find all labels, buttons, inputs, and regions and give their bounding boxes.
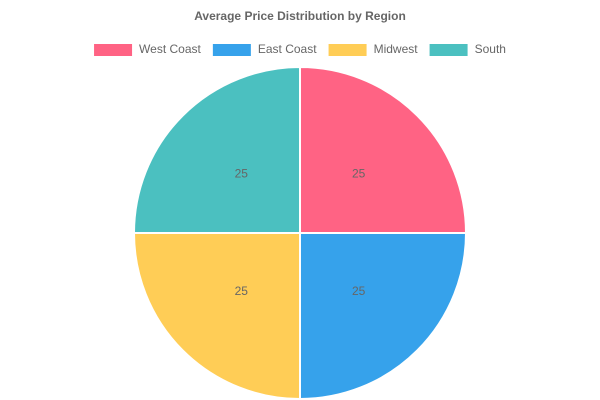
pie-slice <box>132 232 301 400</box>
pie-slice <box>132 65 301 234</box>
chart-title: Average Price Distribution by Region <box>194 9 406 23</box>
legend-swatch <box>212 44 251 56</box>
pie-slice <box>299 232 468 400</box>
data-label: 25 <box>352 166 366 180</box>
legend-swatch <box>94 44 133 56</box>
data-label: 25 <box>235 284 249 298</box>
data-label: 25 <box>352 284 366 298</box>
legend-label: South <box>475 42 506 56</box>
legend-label: Midwest <box>374 42 419 56</box>
legend-swatch <box>328 44 367 56</box>
data-label: 25 <box>235 166 249 180</box>
legend-label: East Coast <box>258 42 317 56</box>
legend-label: West Coast <box>139 42 201 56</box>
legend: West Coast East Coast Midwest South <box>94 42 506 56</box>
legend-swatch <box>429 44 468 56</box>
pie-slice <box>299 65 468 234</box>
